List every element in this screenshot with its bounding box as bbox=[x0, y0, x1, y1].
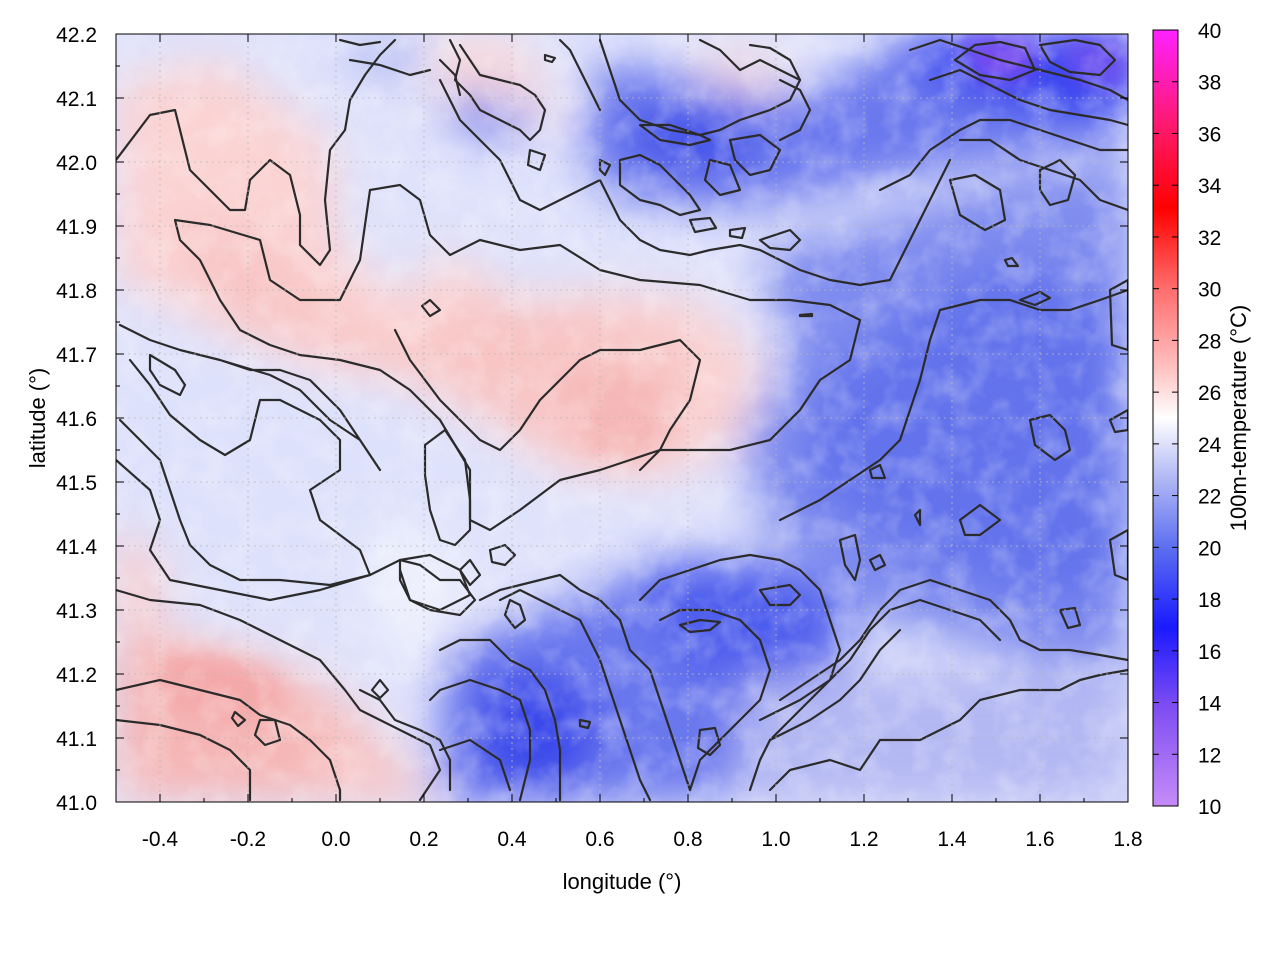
y-tick-label: 41.1 bbox=[56, 728, 97, 751]
y-tick-label: 41.3 bbox=[56, 600, 97, 623]
x-tick-label: 0.6 bbox=[585, 828, 614, 851]
colorbar-tick-label: 16 bbox=[1198, 641, 1221, 664]
x-tick-label: -0.4 bbox=[142, 828, 179, 851]
colorbar-ticks: 10 12 14 16 18 20 22 24 26 28 30 32 34 36 38 40 bbox=[1153, 20, 1222, 819]
x-tick-label: 0.0 bbox=[321, 828, 350, 851]
colorbar-tick-label: 28 bbox=[1198, 330, 1221, 353]
y-axis: 41.0 41.1 41.2 41.3 41.4 41.5 41.6 41.7 41.8 41.9… bbox=[56, 24, 1128, 815]
contour-lines bbox=[116, 38, 1128, 802]
x-tick-label: 1.0 bbox=[761, 828, 790, 851]
colorbar-tick-label: 38 bbox=[1198, 72, 1221, 95]
x-tick-label: -0.2 bbox=[230, 828, 266, 851]
x-tick-label: 1.6 bbox=[1025, 828, 1054, 851]
colorbar-tick-label: 30 bbox=[1198, 279, 1221, 302]
colorbar-label: 100m-temperature (°C) bbox=[1226, 305, 1251, 531]
colorbar-tick-label: 18 bbox=[1198, 589, 1221, 612]
colorbar-tick-label: 24 bbox=[1198, 434, 1222, 457]
y-tick-label: 41.4 bbox=[56, 536, 97, 559]
colorbar-tick-label: 40 bbox=[1198, 20, 1221, 43]
y-tick-label: 42.2 bbox=[56, 24, 97, 47]
x-tick-label: 1.8 bbox=[1113, 828, 1142, 851]
y-tick-label: 42.1 bbox=[56, 88, 97, 111]
y-tick-label: 42.0 bbox=[56, 152, 97, 175]
y-tick-label: 41.0 bbox=[56, 792, 97, 815]
x-tick-label: 0.8 bbox=[673, 828, 702, 851]
x-tick-label: 0.2 bbox=[409, 828, 438, 851]
colorbar-tick-label: 20 bbox=[1198, 537, 1221, 560]
colorbar-tick-label: 26 bbox=[1198, 382, 1221, 405]
y-tick-label: 41.8 bbox=[56, 280, 97, 303]
y-tick-label: 41.5 bbox=[56, 472, 97, 495]
y-axis-label: latitude (°) bbox=[25, 368, 50, 469]
x-tick-label: 1.2 bbox=[849, 828, 878, 851]
x-tick-label: 1.4 bbox=[937, 828, 967, 851]
colorbar-tick-label: 10 bbox=[1198, 796, 1221, 819]
colorbar-tick-label: 34 bbox=[1198, 175, 1222, 198]
y-tick-label: 41.6 bbox=[56, 408, 97, 431]
y-tick-label: 41.9 bbox=[56, 216, 97, 239]
colorbar-tick-label: 22 bbox=[1198, 486, 1221, 509]
y-tick-label: 41.7 bbox=[56, 344, 97, 367]
colorbar-gradient bbox=[1152, 29, 1179, 807]
colorbar-tick-label: 14 bbox=[1198, 693, 1222, 716]
colorbar-tick-label: 12 bbox=[1198, 744, 1221, 767]
colorbar: 10 12 14 16 18 20 22 24 26 28 30 32 34 36 38 40 100m-te… bbox=[1152, 20, 1251, 819]
colorbar-tick-label: 32 bbox=[1198, 227, 1221, 250]
x-axis: -0.4 -0.2 0.0 0.2 0.4 0.6 0.8 1.0 1.2 1.4 1.6 1.8 bbox=[142, 34, 1143, 851]
y-tick-label: 41.2 bbox=[56, 664, 97, 687]
colorbar-tick-label: 36 bbox=[1198, 123, 1221, 146]
x-tick-label: 0.4 bbox=[497, 828, 527, 851]
x-axis-label: longitude (°) bbox=[563, 869, 682, 894]
